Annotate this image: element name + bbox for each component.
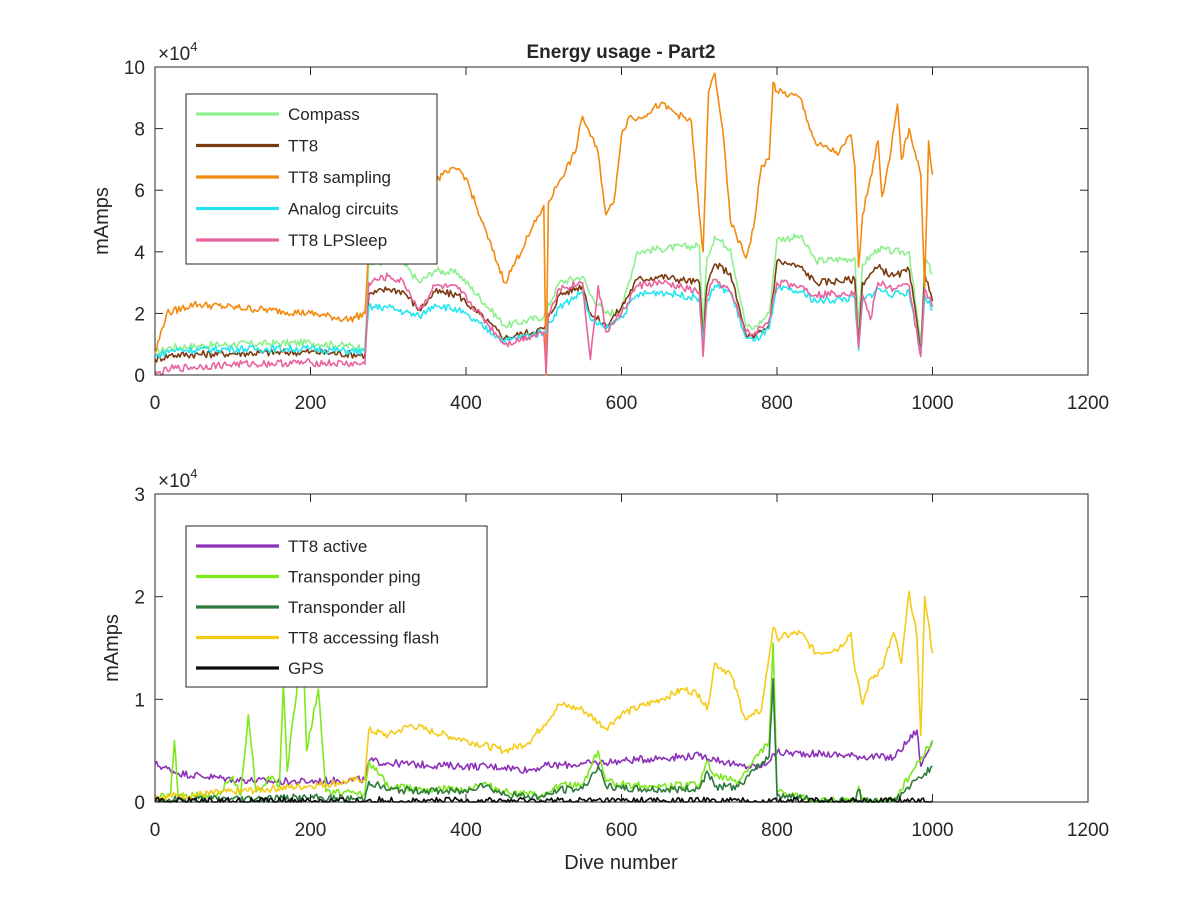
x-tick-label: 0: [150, 820, 161, 841]
x-tick-label: 600: [606, 820, 638, 841]
x-tick-label: 1200: [1067, 393, 1109, 414]
y-tick-label: 3: [134, 485, 145, 506]
bottom-x-ticks: 0 200 400 600 800 1000 1200: [150, 494, 1109, 841]
top-legend: Compass TT8 TT8 sampling Analog circuits TT8…: [185, 93, 438, 265]
x-axis-label: Dive number: [564, 852, 678, 874]
legend-label-tt8: TT8: [288, 137, 318, 156]
legend-label-transponder-ping: Transponder ping: [288, 568, 421, 587]
bottom-legend: TT8 active Transponder ping Transponder al…: [185, 525, 488, 688]
top-y-multiplier-base: ×10: [158, 44, 190, 65]
bottom-y-axis-label: mAmps: [101, 614, 123, 682]
top-x-ticks: 0 200 400 600 800 1000 1200: [150, 67, 1109, 414]
chart-title: Energy usage - Part2: [526, 42, 715, 63]
bottom-y-multiplier-exponent: 4: [190, 466, 197, 481]
bottom-y-multiplier-base: ×10: [158, 471, 190, 492]
bottom-y-ticks: 0 1 2 3: [134, 485, 1088, 814]
legend-label-tt8-active: TT8 active: [288, 537, 367, 556]
series-line-tt8-accessing-flash: [154, 590, 934, 801]
x-tick-label: 600: [606, 393, 638, 414]
bottom-axes: 0 200 400 600 800 1000 1200 0 1 2 3 mAmps Dive nu…: [101, 466, 1109, 874]
y-tick-label: 10: [124, 58, 145, 79]
x-tick-label: 1000: [911, 820, 953, 841]
x-tick-label: 400: [450, 393, 482, 414]
y-tick-label: 1: [134, 690, 145, 711]
x-tick-label: 200: [295, 820, 327, 841]
legend-label-compass: Compass: [288, 105, 360, 124]
legend-label-gps: GPS: [288, 659, 324, 678]
x-tick-label: 200: [295, 393, 327, 414]
top-y-axis-label: mAmps: [91, 187, 113, 255]
series-line-tt8-lpsleep: [154, 272, 934, 376]
series-line-gps: [154, 796, 933, 803]
legend-label-transponder-all: Transponder all: [288, 598, 406, 617]
series-line-tt8-active: [154, 729, 934, 786]
series-line-tt8-sampling: [154, 72, 934, 376]
y-tick-label: 6: [134, 181, 145, 202]
bottom-series-group: [154, 590, 934, 803]
x-tick-label: 1000: [911, 393, 953, 414]
series-line-analog-circuits: [154, 283, 933, 359]
x-tick-label: 1200: [1067, 820, 1109, 841]
top-y-ticks: 0 2 4 6 8 10: [124, 58, 1088, 387]
y-tick-label: 2: [134, 304, 145, 325]
y-tick-label: 0: [134, 366, 145, 387]
y-tick-label: 0: [134, 793, 145, 814]
legend-box: [185, 93, 438, 265]
x-tick-label: 800: [761, 393, 793, 414]
top-y-multiplier-exponent: 4: [190, 39, 197, 54]
legend-label-tt8-lpsleep: TT8 LPSleep: [288, 231, 387, 250]
x-tick-label: 400: [450, 820, 482, 841]
series-line-transponder-ping: [154, 636, 934, 803]
x-tick-label: 800: [761, 820, 793, 841]
legend-label-tt8-accessing-flash: TT8 accessing flash: [288, 629, 439, 648]
y-tick-label: 2: [134, 588, 145, 609]
legend-label-analog-circuits: Analog circuits: [288, 200, 399, 219]
x-tick-label: 0: [150, 393, 161, 414]
top-axes: 0 200 400 600 800 1000 1200 0 2 4 6 8 10 Energy usa…: [91, 39, 1109, 414]
top-y-multiplier: ×104: [158, 39, 197, 65]
y-tick-label: 4: [134, 243, 145, 264]
top-series-group: [154, 72, 934, 376]
y-tick-label: 8: [134, 120, 145, 141]
bottom-y-multiplier: ×104: [158, 466, 197, 492]
legend-label-tt8-sampling: TT8 sampling: [288, 168, 391, 187]
